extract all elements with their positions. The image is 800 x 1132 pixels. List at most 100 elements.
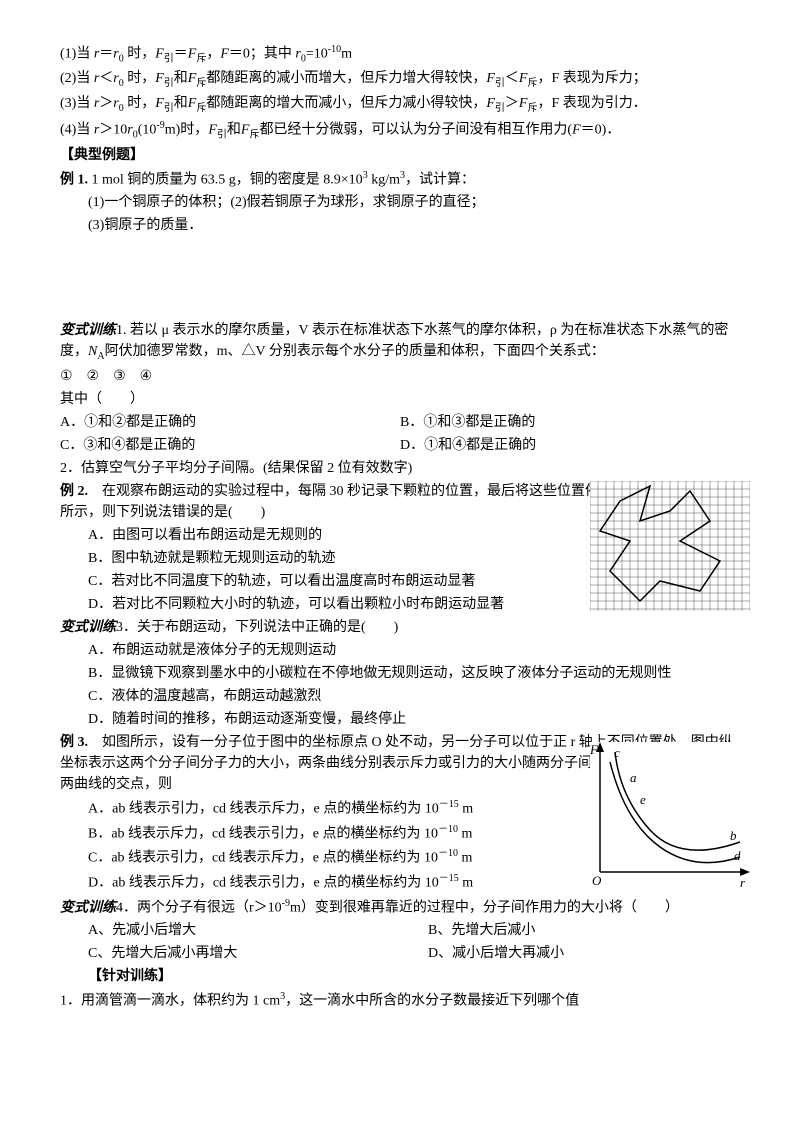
t: 都已经十分微弱，可以认为分子间没有相互作用力(: [259, 123, 572, 138]
t: m)时，: [165, 123, 209, 138]
num: 3．: [116, 620, 137, 635]
yin: 引: [217, 130, 227, 141]
fy2: F: [486, 71, 495, 86]
t: (2)当: [60, 71, 94, 86]
force-curve-figure: F c a e b d r O: [590, 742, 750, 892]
t: 两个分子有很远（r＞10: [137, 900, 282, 915]
label: 变式训练: [60, 900, 116, 915]
t: (1)当: [60, 47, 94, 62]
heading-examples: 【典型例题】: [60, 145, 740, 166]
t: ＞10: [99, 123, 127, 138]
and: 和: [174, 71, 188, 86]
sup: -9: [156, 120, 164, 131]
na: N: [88, 344, 97, 359]
spacer: [60, 238, 740, 318]
fy: F: [155, 47, 164, 62]
chi: 斥: [249, 130, 259, 141]
variant-1: 变式训练1. 若以 μ 表示水的摩尔质量，V 表示在标准状态下水蒸气的摩尔体积，…: [60, 320, 740, 364]
t: A．ab 线表示引力，cd 线表示斥力，e 点的横坐标约为 10: [88, 802, 439, 817]
svg-text:a: a: [630, 770, 637, 785]
optC: C、先增大后减小再增大: [60, 943, 400, 964]
brownian-grid-figure: [590, 481, 750, 611]
t: 关于布朗运动，下列说法中正确的是( ): [137, 620, 398, 635]
yin2: 引: [495, 78, 505, 89]
fy: F: [208, 123, 217, 138]
and: 和: [174, 96, 188, 111]
optD: D、减小后增大再减小: [400, 943, 740, 964]
variant-4: 变式训练4．两个分子有很远（r＞10-9m）变到很难再靠近的过程中，分子间作用力…: [60, 896, 740, 919]
question-2: 2．估算空气分子平均分子间隔。(结果保留 2 位有效数字): [60, 458, 740, 479]
t: D．ab 线表示斥力，cd 线表示引力，e 点的横坐标约为 10: [88, 876, 439, 891]
var1-row2: C．③和④都是正确的 D．①和④都是正确的: [60, 435, 740, 456]
intro-line-3: (3)当 r＞r0 时，F引和F斥都随距离的增大而减小，但斥力减小得较快，F引＞…: [60, 93, 740, 116]
t2: m: [458, 826, 472, 841]
intro-line-1: (1)当 r＝r0 时，F引＝F斥，F＝0；其中 r0=10-10m: [60, 42, 740, 66]
optB: B．①和③都是正确的: [400, 412, 740, 433]
t: 时，: [124, 71, 156, 86]
yin2: 引: [495, 103, 505, 114]
practice-q1: 1．用滴管滴一滴水，体积约为 1 cm3，这一滴水中所含的水分子数最接近下列哪个…: [60, 989, 740, 1012]
comma: ，: [206, 47, 220, 62]
svg-text:c: c: [614, 745, 620, 760]
t: 都随距离的增大而减小，但斥力减小得较快，: [206, 96, 486, 111]
lt: ＜: [99, 71, 113, 86]
sup: －10: [438, 848, 458, 859]
gt: ＞: [99, 96, 113, 111]
chi2: 斥: [527, 103, 537, 114]
t: ，试计算：: [405, 172, 475, 187]
eq2: ＝: [174, 47, 188, 62]
svg-text:d: d: [734, 848, 741, 863]
svg-text:O: O: [592, 873, 602, 888]
t: ＝0)．: [581, 123, 621, 138]
example-1: 例 1. 1 mol 铜的质量为 63.5 g，铜的密度是 8.9×103 kg…: [60, 168, 740, 191]
fy: F: [155, 71, 164, 86]
ex1-q3: (3)铜原子的质量．: [60, 215, 740, 236]
t: 都随距离的减小而增大，但斥力增大得较快，: [206, 71, 486, 86]
f: F: [220, 47, 229, 62]
fy2: F: [486, 96, 495, 111]
svg-text:F: F: [590, 742, 599, 757]
and: 和: [227, 123, 241, 138]
yin: 引: [164, 103, 174, 114]
optB: B、先增大后减小: [400, 920, 740, 941]
chi: 斥: [196, 53, 206, 64]
f: F: [572, 123, 581, 138]
num: 4．: [116, 900, 137, 915]
t2: m: [458, 851, 472, 866]
t: ＝0；其中: [229, 47, 296, 62]
num: 1.: [116, 323, 130, 338]
ex3-title: 例 3.: [60, 735, 88, 750]
optA: A、先减小后增大: [60, 920, 400, 941]
var1-opts: ① ② ③ ④: [60, 366, 740, 387]
intro-line-4: (4)当 r＞10r0(10-9m)时，F引和F斥都已经十分微弱，可以认为分子间…: [60, 118, 740, 142]
heading-practice: 【针对训练】: [60, 966, 740, 987]
chi: 斥: [196, 103, 206, 114]
t: 时，: [124, 96, 156, 111]
sup: -9: [282, 898, 290, 909]
example-2-block: 例 2. 在观察布朗运动的实验过程中，每隔 30 秒记录下颗粒的位置，最后将这些…: [60, 481, 740, 661]
t: =10: [306, 47, 328, 62]
t: (3)当: [60, 96, 94, 111]
label: 变式训练: [60, 323, 116, 338]
fy: F: [155, 96, 164, 111]
ex1-title: 例 1.: [60, 172, 88, 187]
svg-text:b: b: [730, 828, 737, 843]
gt2: ＞: [505, 96, 519, 111]
sup: -10: [328, 44, 341, 55]
t: (10: [138, 123, 157, 138]
sup: －15: [439, 873, 459, 884]
optD: D．①和④都是正确的: [400, 435, 740, 456]
t2: 阿伏加德罗常数，m、△V 分别表示每个水分子的质量和体积，下面四个关系式：: [105, 344, 605, 359]
t2: m: [459, 802, 473, 817]
eq: ＝: [99, 47, 113, 62]
var3-optD: D．随着时间的推移，布朗运动逐渐变慢，最终停止: [60, 709, 740, 730]
var3-optA: A．布朗运动就是液体分子的无规则运动: [60, 640, 740, 661]
optA: A．①和②都是正确的: [60, 412, 400, 433]
chi2: 斥: [527, 78, 537, 89]
t: ，F 表现为斥力；: [537, 71, 646, 86]
m: m: [341, 47, 352, 62]
t: C．ab 线表示引力，cd 线表示斥力，e 点的横坐标约为 10: [88, 851, 438, 866]
var4-row2: C、先增大后减小再增大 D、减小后增大再减小: [60, 943, 740, 964]
var3-optC: C．液体的温度越高，布朗运动越激烈: [60, 686, 740, 707]
svg-text:e: e: [640, 792, 646, 807]
